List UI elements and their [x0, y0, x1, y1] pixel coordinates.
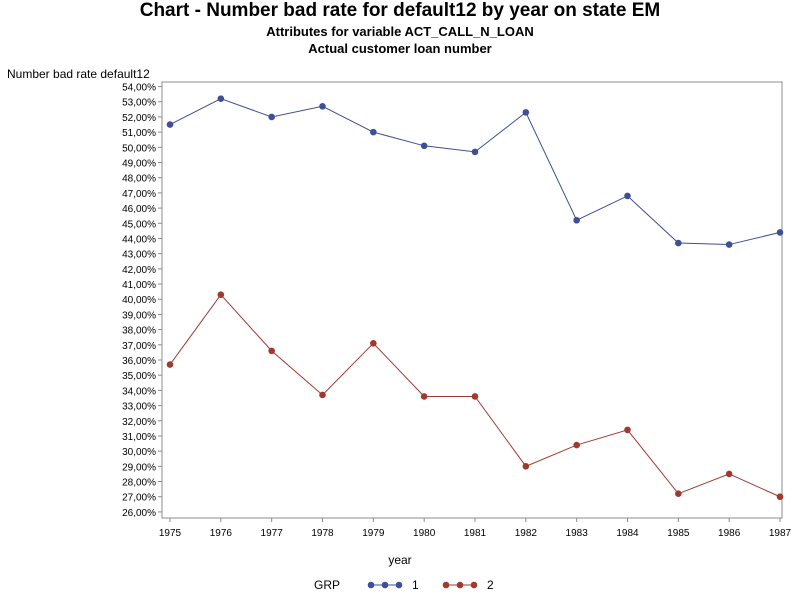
x-tick-label: 1982 — [515, 528, 538, 539]
data-point-series-1 — [776, 229, 784, 236]
y-tick-label: 31,00% — [122, 432, 156, 443]
chart-subtitle-2: Actual customer loan number — [308, 41, 492, 56]
y-tick-label: 36,00% — [122, 356, 156, 367]
data-point-series-1 — [471, 148, 479, 156]
data-point-series-2 — [166, 361, 174, 368]
series-line-1 — [169, 98, 781, 246]
y-tick-label: 52,00% — [122, 113, 156, 124]
y-tick-label: 48,00% — [122, 174, 156, 185]
legend-label-series-2: 2 — [487, 578, 494, 592]
y-tick-label: 29,00% — [122, 462, 156, 473]
data-point-series-2 — [268, 347, 275, 355]
y-tick-label: 41,00% — [122, 280, 156, 291]
data-point-series-1 — [217, 95, 225, 103]
chart-subtitle-1: Attributes for variable ACT_CALL_N_LOAN — [266, 24, 534, 39]
data-point-series-2 — [675, 490, 682, 497]
y-tick-label: 42,00% — [122, 265, 156, 276]
x-tick-label: 1986 — [718, 528, 741, 539]
legend-marker — [470, 581, 478, 589]
y-tick-label: 39,00% — [122, 310, 156, 321]
x-tick-label: 1983 — [566, 528, 589, 539]
legend-symbol-series-1 — [367, 581, 403, 589]
legend-marker — [456, 581, 464, 589]
data-point-series-2 — [573, 441, 580, 449]
legend-symbol-series-2 — [442, 581, 478, 589]
x-axis: 1975 1976 1977 1978 1979 1980 1981 1982 1983 1984… — [159, 518, 792, 539]
legend-marker — [381, 581, 389, 589]
legend-title: GRP — [314, 578, 341, 592]
y-tick-label: 44,00% — [122, 234, 156, 245]
y-tick-label: 49,00% — [122, 159, 156, 170]
y-tick-label: 40,00% — [122, 295, 156, 306]
y-tick-label: 28,00% — [122, 478, 156, 489]
data-point-series-2 — [319, 391, 326, 399]
x-tick-label: 1975 — [159, 528, 182, 539]
data-point-series-2 — [522, 463, 530, 470]
y-tick-label: 32,00% — [122, 417, 156, 428]
y-tick-label: 45,00% — [122, 219, 156, 230]
y-tick-label: 38,00% — [122, 326, 156, 337]
x-tick-label: 1979 — [362, 528, 385, 539]
y-tick-label: 51,00% — [122, 128, 156, 139]
data-point-series-2 — [217, 291, 225, 298]
data-point-series-2 — [471, 393, 479, 400]
y-tick-label: 27,00% — [122, 493, 156, 504]
x-tick-label: 1985 — [667, 528, 690, 539]
y-tick-label: 43,00% — [122, 250, 156, 261]
data-point-series-1 — [725, 241, 733, 248]
x-tick-label: 1977 — [261, 528, 284, 539]
chart-title: Chart - Number bad rate for default12 by… — [139, 0, 661, 21]
data-point-series-1 — [420, 142, 428, 150]
data-point-series-2 — [370, 339, 377, 347]
y-tick-label: 35,00% — [122, 371, 156, 382]
data-point-series-2 — [624, 426, 631, 434]
y-tick-label: 47,00% — [122, 189, 156, 200]
legend-marker — [442, 581, 450, 589]
x-tick-label: 1984 — [616, 528, 639, 539]
y-tick-label: 50,00% — [122, 143, 156, 154]
series-layer — [166, 95, 784, 501]
data-point-series-1 — [573, 216, 580, 224]
data-point-series-1 — [522, 109, 530, 116]
data-point-series-2 — [420, 393, 428, 400]
y-axis-label: Number bad rate default12 — [7, 67, 150, 81]
y-tick-label: 34,00% — [122, 386, 156, 397]
y-tick-label: 53,00% — [122, 98, 156, 109]
x-axis-label: year — [388, 553, 412, 567]
x-tick-label: 1981 — [464, 528, 487, 539]
legend-marker — [367, 581, 375, 589]
y-tick-label: 33,00% — [122, 402, 156, 413]
data-point-series-1 — [675, 239, 682, 247]
plot-frame — [161, 81, 783, 519]
x-tick-label: 1978 — [311, 528, 334, 539]
y-tick-label: 37,00% — [122, 341, 156, 352]
y-tick-label: 46,00% — [122, 204, 156, 215]
legend-marker — [395, 581, 403, 589]
data-point-series-2 — [776, 493, 784, 501]
y-axis: 26,00% 27,00% 28,00% 29,00% 30,00% 31,00% 32,0… — [122, 83, 162, 519]
legend-label-series-1: 1 — [412, 578, 419, 592]
data-point-series-2 — [725, 470, 733, 478]
data-point-series-1 — [370, 128, 377, 136]
data-point-series-1 — [268, 113, 275, 121]
x-tick-label: 1987 — [769, 528, 792, 539]
y-tick-label: 30,00% — [122, 447, 156, 458]
x-tick-label: 1976 — [210, 528, 233, 539]
x-tick-label: 1980 — [413, 528, 436, 539]
data-point-series-1 — [624, 192, 631, 200]
data-point-series-1 — [166, 121, 174, 128]
data-point-series-1 — [319, 103, 326, 110]
y-tick-label: 26,00% — [122, 508, 156, 519]
y-tick-label: 54,00% — [122, 83, 156, 94]
